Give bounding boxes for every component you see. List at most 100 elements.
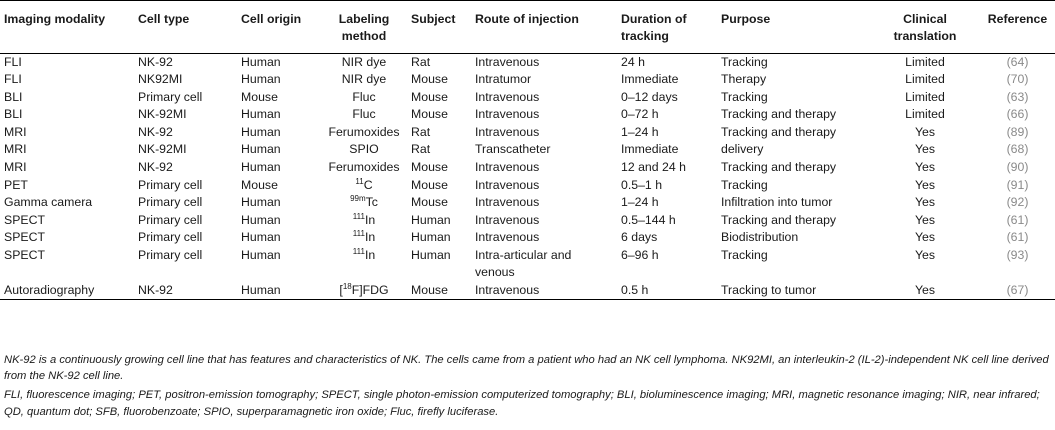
- cell-cell-origin: Human: [241, 124, 281, 139]
- table-row: BLI NK-92MI Human Fluc Mouse Intravenous 0–72 …: [0, 106, 1055, 124]
- label-text: In: [364, 248, 376, 263]
- cell-cell-origin: Human: [241, 107, 281, 122]
- cell-clinical-translation: Yes: [914, 142, 936, 157]
- route-line: Intravenous: [475, 89, 540, 104]
- header-duration: Duration of tracking: [617, 0, 717, 54]
- cell-subject: Rat: [411, 142, 431, 157]
- cell-clinical-translation: Yes: [914, 195, 936, 210]
- cell-subject: Mouse: [411, 195, 448, 210]
- cell-cell-origin: Human: [241, 212, 281, 227]
- cell-reference: (91): [1006, 177, 1029, 192]
- cell-cell-origin: Human: [241, 248, 281, 263]
- cell-clinical-translation: Yes: [914, 124, 936, 139]
- cell-clinical-translation: Limited: [905, 55, 945, 69]
- cell-route: Intravenous: [471, 106, 617, 124]
- table-row: BLI Primary cell Mouse Fluc Mouse Intravenous…: [0, 89, 1055, 107]
- cell-subject: Mouse: [411, 160, 448, 175]
- cell-cell-origin: Human: [241, 72, 281, 87]
- cell-cell-origin: Human: [241, 230, 281, 245]
- cell-cell-type: NK-92: [138, 160, 173, 175]
- table-row: FLI NK-92 Human NIR dye Rat Intravenous 24 h Tr…: [0, 54, 1055, 72]
- cell-cell-origin: Mouse: [241, 177, 278, 192]
- label-text: Ferumoxides: [328, 160, 400, 175]
- route-line: Intravenous: [475, 107, 540, 122]
- table-row: FLI NK92MI Human NIR dye Mouse Intratumor Imme…: [0, 71, 1055, 89]
- cell-imaging-modality: PET: [4, 177, 28, 192]
- cell-imaging-modality: MRI: [4, 160, 27, 175]
- cell-route: Intravenous: [471, 124, 617, 142]
- cell-cell-origin: Mouse: [241, 89, 278, 104]
- cell-imaging-modality: SPECT: [4, 248, 45, 263]
- header-cell-origin: Cell origin: [237, 0, 321, 54]
- cell-route: Intravenous: [471, 229, 617, 247]
- route-line: Intravenous: [475, 283, 540, 298]
- cell-labeling-method: [18F]FDG: [321, 282, 407, 301]
- header-purpose: Purpose: [717, 0, 870, 54]
- route-line: Intravenous: [475, 212, 540, 227]
- cell-duration: 0–12 days: [621, 89, 678, 104]
- cell-subject: Human: [411, 212, 451, 227]
- cell-labeling-method: NIR dye: [321, 71, 407, 89]
- cell-route: Intravenous: [471, 212, 617, 230]
- cell-route: Intravenous: [471, 54, 617, 72]
- cell-imaging-modality: MRI: [4, 124, 27, 139]
- cell-reference: (70): [1006, 72, 1029, 87]
- cell-duration: 1–24 h: [621, 195, 659, 210]
- cell-imaging-modality: FLI: [4, 55, 22, 69]
- cell-labeling-method: 99mTc: [321, 194, 407, 212]
- cell-purpose: Biodistribution: [721, 230, 799, 245]
- label-text: NIR dye: [341, 55, 387, 69]
- cell-cell-origin: Human: [241, 55, 281, 69]
- table-header: Imaging modality Cell type Cell origin L…: [0, 0, 1055, 54]
- cell-cell-type: NK-92: [134, 282, 237, 301]
- cell-purpose: Tracking and therapy: [721, 160, 837, 175]
- cell-labeling-method: 111In: [321, 212, 407, 230]
- cell-cell-origin: Human: [241, 195, 281, 210]
- cell-clinical-translation: Yes: [914, 160, 936, 175]
- header-clinical-translation: Clinical translation: [870, 0, 980, 54]
- cell-purpose: Tracking: [721, 89, 768, 104]
- nk-cell-imaging-table: Imaging modality Cell type Cell origin L…: [0, 0, 1055, 301]
- cell-labeling-method: Fluc: [321, 89, 407, 107]
- cell-route: Intra-articular and venous: [471, 247, 617, 282]
- cell-route: Intratumor: [471, 71, 617, 89]
- cell-duration: Immediate: [621, 72, 679, 87]
- cell-clinical-translation: Limited: [905, 72, 945, 87]
- cell-labeling-method: NIR dye: [321, 54, 407, 72]
- route-line: Intravenous: [475, 124, 540, 139]
- cell-purpose: Infiltration into tumor: [721, 195, 833, 210]
- cell-imaging-modality: MRI: [4, 142, 27, 157]
- cell-route: Intravenous: [471, 282, 617, 301]
- cell-reference: (67): [980, 282, 1055, 301]
- table-row: PET Primary cell Mouse 11C Mouse Intravenous 0…: [0, 177, 1055, 195]
- cell-clinical-translation: Yes: [914, 230, 936, 245]
- cell-cell-type: Primary cell: [138, 230, 203, 245]
- cell-subject: Rat: [411, 55, 431, 69]
- cell-clinical-translation: Yes: [914, 212, 936, 227]
- route-line: Intravenous: [475, 160, 540, 175]
- cell-labeling-method: 11C: [321, 177, 407, 195]
- label-text: NIR dye: [341, 72, 387, 87]
- cell-purpose: Tracking: [721, 248, 768, 263]
- cell-clinical-translation: Yes: [914, 177, 936, 192]
- cell-duration: 12 and 24 h: [621, 160, 686, 175]
- label-isotope-superscript: 11: [355, 176, 364, 186]
- label-isotope-superscript: 111: [352, 246, 365, 256]
- cell-subject: Rat: [411, 124, 431, 139]
- cell-imaging-modality: FLI: [4, 72, 22, 87]
- cell-reference: (89): [1006, 124, 1029, 139]
- cell-cell-type: NK-92MI: [138, 142, 187, 157]
- cell-purpose: Tracking and therapy: [721, 107, 837, 122]
- label-isotope-superscript: 111: [352, 229, 365, 239]
- label-text: Ferumoxides: [328, 124, 400, 139]
- label-isotope-superscript: 99m: [350, 194, 366, 204]
- route-line: Transcatheter: [475, 142, 551, 157]
- route-line: Intravenous: [475, 195, 540, 210]
- label-text: Fluc: [352, 89, 376, 104]
- footnote-abbreviations: FLI, fluorescence imaging; PET, positron…: [4, 389, 1040, 418]
- cell-labeling-method: SPIO: [321, 141, 407, 159]
- table-row: Gamma camera Primary cell Human 99mTc Mouse I…: [0, 194, 1055, 212]
- cell-labeling-method: 111In: [321, 229, 407, 247]
- cell-purpose: Tracking and therapy: [721, 124, 837, 139]
- cell-subject: Mouse: [411, 107, 448, 122]
